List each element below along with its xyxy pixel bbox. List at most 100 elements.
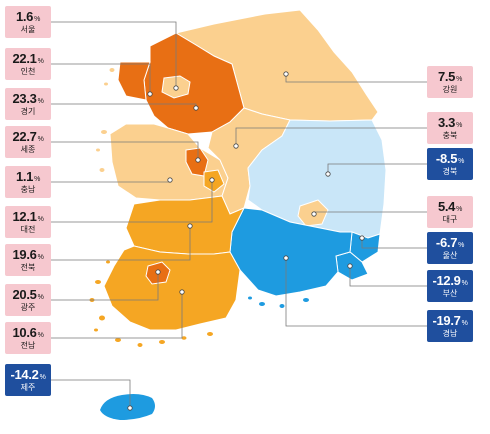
value-label-gwangju[interactable]: 20.5% 광주 (5, 284, 51, 316)
region-name: 세종 (20, 145, 36, 154)
value-number: -19.7 (432, 313, 461, 328)
region-name: 전남 (20, 341, 36, 350)
value-unit: % (37, 98, 44, 105)
value-unit: % (458, 242, 465, 249)
value-unit: % (37, 332, 44, 339)
value-label-daegu[interactable]: 5.4% 대구 (427, 196, 473, 228)
value-label-incheon[interactable]: 22.1% 인천 (5, 48, 51, 80)
value-label-gyeongnam[interactable]: -19.7% 경남 (427, 310, 473, 342)
value-text: 12.1% (5, 206, 51, 223)
value-number: 19.6 (12, 247, 37, 262)
region-jeju[interactable] (100, 394, 155, 420)
value-number: 3.3 (437, 115, 456, 130)
leader-line-jeju (51, 379, 131, 408)
value-label-chungbuk[interactable]: 3.3% 충북 (427, 112, 473, 144)
islands-south (248, 296, 309, 308)
value-number: 20.5 (12, 287, 37, 302)
value-label-seoul[interactable]: 1.6% 서울 (5, 6, 51, 38)
marker-ulsan (359, 235, 365, 241)
region-name: 경남 (442, 329, 458, 338)
marker-seoul (173, 85, 179, 91)
marker-daegu (311, 211, 317, 217)
marker-gyeongnam (283, 255, 289, 261)
leader-line-jeonnam (51, 292, 183, 339)
value-label-gyeonggi[interactable]: 23.3% 경기 (5, 88, 51, 120)
value-number: 22.7 (12, 129, 37, 144)
region-incheon[interactable] (117, 61, 151, 101)
value-unit: % (458, 158, 465, 165)
value-label-gyeongbuk[interactable]: -8.5% 경북 (427, 148, 473, 180)
leader-line-incheon (51, 63, 151, 94)
value-unit: % (456, 76, 463, 83)
value-unit: % (37, 58, 44, 65)
value-label-gangwon[interactable]: 7.5% 강원 (427, 66, 473, 98)
value-label-daejeon[interactable]: 12.1% 대전 (5, 206, 51, 238)
value-label-chungnam[interactable]: 1.1% 충남 (5, 166, 51, 198)
region-name: 인천 (20, 67, 36, 76)
value-text: 22.7% (5, 126, 51, 143)
region-name: 광주 (20, 303, 36, 312)
leader-line-seoul (51, 21, 177, 88)
leader-line-gangwon (285, 74, 427, 83)
value-text: -8.5% (427, 148, 473, 165)
value-number: 22.1 (12, 51, 37, 66)
value-number: -6.7 (435, 235, 458, 250)
value-unit: % (456, 206, 463, 213)
value-number: -14.2 (10, 367, 39, 382)
islands (89, 260, 213, 347)
value-label-ulsan[interactable]: -6.7% 울산 (427, 232, 473, 264)
leader-line-gwangju (51, 272, 159, 301)
value-text: 5.4% (427, 196, 473, 213)
marker-jeonbuk (187, 223, 193, 229)
region-name: 충북 (442, 131, 458, 140)
leader-line-daejeon (51, 180, 213, 223)
leader-line-busan (349, 266, 427, 287)
region-name: 대구 (442, 215, 458, 224)
leader-line-ulsan (361, 238, 427, 249)
region-name: 서울 (20, 25, 36, 34)
value-unit: % (461, 280, 468, 287)
value-unit: % (37, 254, 44, 261)
region-jeonnam[interactable] (103, 245, 241, 331)
value-text: 19.6% (5, 244, 51, 261)
leader-line-gyeongnam (285, 258, 427, 327)
value-number: 12.1 (12, 209, 37, 224)
region-jeonbuk[interactable] (125, 195, 246, 255)
value-text: 7.5% (427, 66, 473, 83)
value-label-jeju[interactable]: -14.2% 제주 (5, 364, 51, 396)
value-label-jeonbuk[interactable]: 19.6% 전북 (5, 244, 51, 276)
value-unit: % (39, 374, 46, 381)
value-text: 3.3% (427, 112, 473, 129)
leader-line-jeonbuk (51, 226, 191, 261)
value-number: 23.3 (12, 91, 37, 106)
value-unit: % (37, 294, 44, 301)
value-label-sejong[interactable]: 22.7% 세종 (5, 126, 51, 158)
value-unit: % (461, 320, 468, 327)
value-text: -19.7% (427, 310, 473, 327)
region-name: 경기 (20, 107, 36, 116)
value-text: 10.6% (5, 322, 51, 339)
leader-line-chungbuk (235, 127, 427, 146)
value-text: 22.1% (5, 48, 51, 65)
value-unit: % (37, 216, 44, 223)
marker-busan (347, 263, 353, 269)
value-label-jeonnam[interactable]: 10.6% 전남 (5, 322, 51, 354)
marker-chungbuk (233, 143, 239, 149)
marker-incheon (147, 91, 153, 97)
marker-sejong (195, 157, 201, 163)
islands-west (96, 68, 115, 172)
value-unit: % (34, 16, 41, 23)
value-text: -6.7% (427, 232, 473, 249)
value-number: 7.5 (437, 69, 456, 84)
value-number: 1.6 (15, 9, 34, 24)
value-number: -12.9 (432, 273, 461, 288)
region-name: 제주 (20, 383, 36, 392)
value-text: 20.5% (5, 284, 51, 301)
value-label-busan[interactable]: -12.9% 부산 (427, 270, 473, 302)
value-unit: % (456, 122, 463, 129)
value-unit: % (34, 176, 41, 183)
region-name: 경북 (442, 167, 458, 176)
region-name: 전북 (20, 263, 36, 272)
value-text: -14.2% (5, 364, 51, 381)
